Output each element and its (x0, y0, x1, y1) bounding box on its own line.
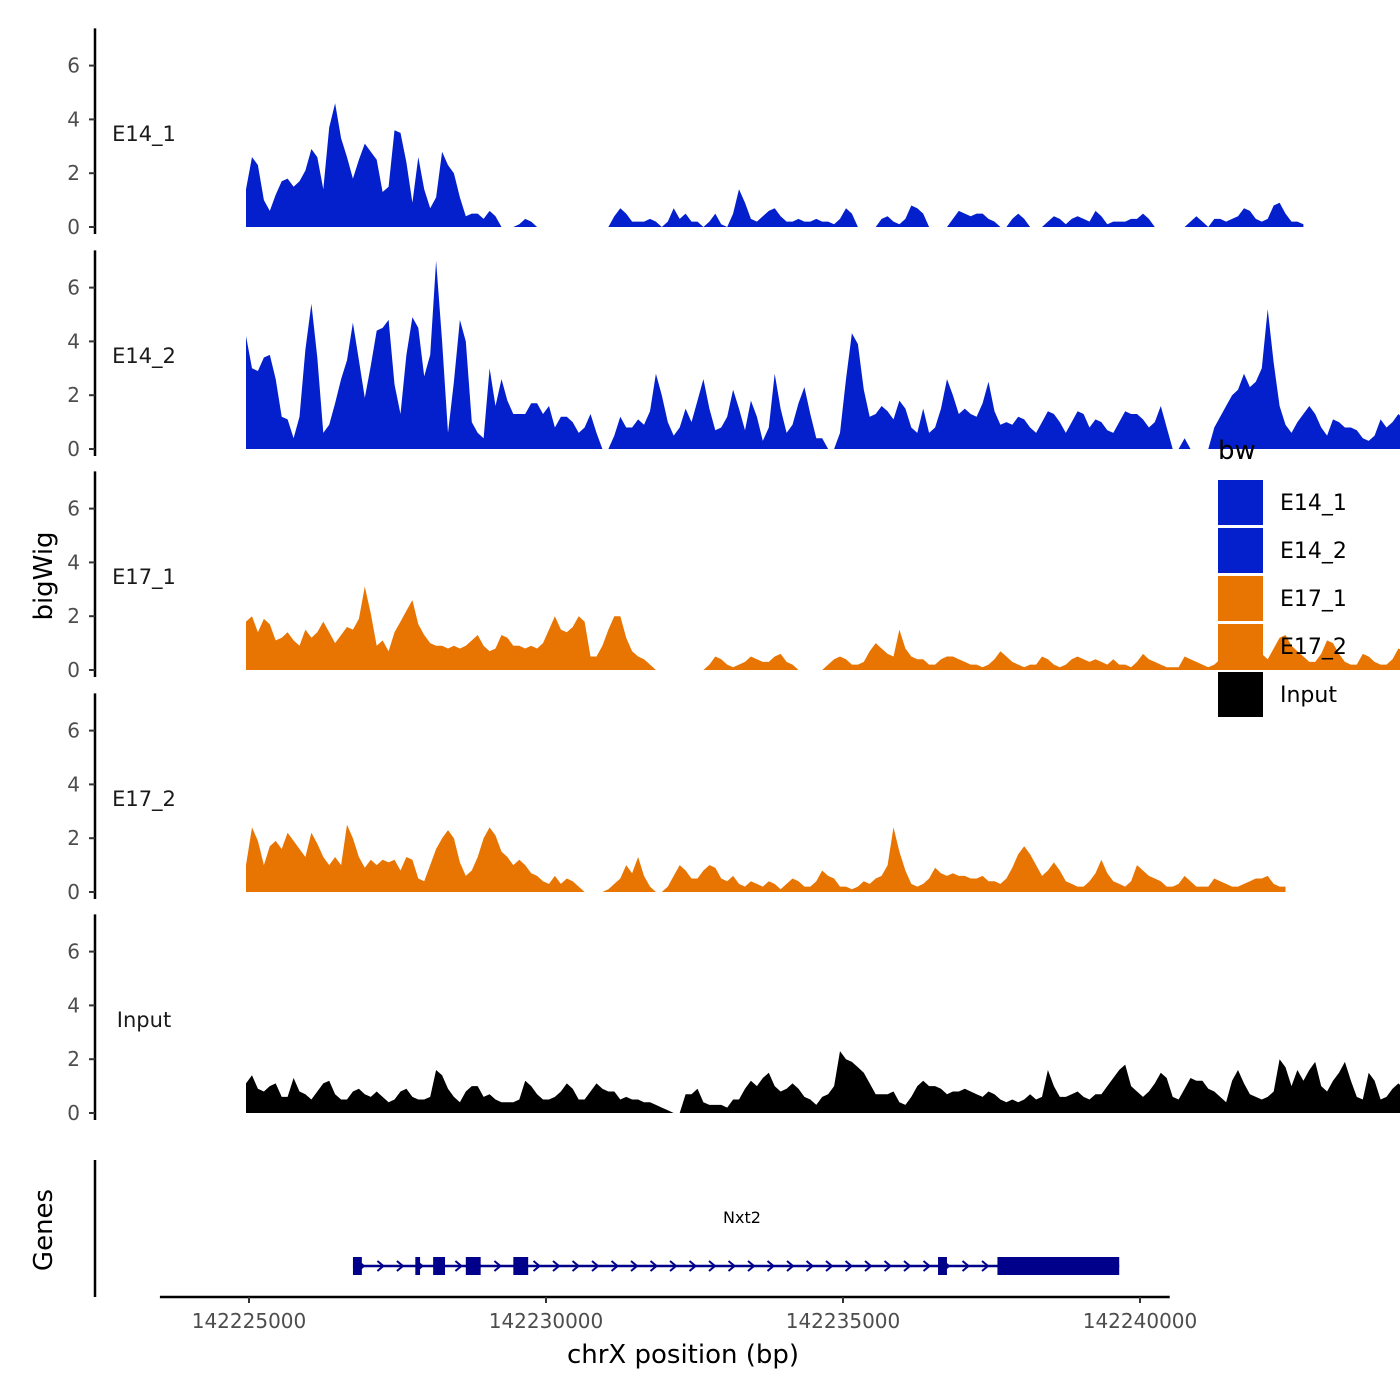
strand-arrow-icon (805, 1260, 815, 1272)
gene-exon (352, 1257, 362, 1275)
x-tick-label: 142240000 (1083, 1309, 1198, 1333)
strand-arrow-icon (922, 1260, 932, 1272)
genes-panel: Nxt2 (93, 1160, 1120, 1297)
legend-swatch-E17_1 (1218, 576, 1263, 621)
strand-arrow-icon (552, 1260, 561, 1272)
y-tick-label: 2 (67, 1047, 80, 1071)
track-Input: 0 2 4 6 Input (67, 914, 1400, 1125)
y-tick-label: 0 (67, 880, 80, 904)
legend-label: Input (1280, 683, 1337, 708)
coverage-area-E14_1 (246, 103, 1304, 227)
strand-arrow-icon (649, 1260, 659, 1272)
gene-exon (513, 1257, 529, 1275)
strand-arrow-icon (786, 1260, 795, 1272)
coverage-area-E17_1 (246, 586, 1400, 670)
x-tick-label: 142230000 (489, 1309, 604, 1333)
legend-swatch-E17_2 (1218, 624, 1263, 669)
gene-exon (465, 1257, 481, 1275)
genes-axis-title: Genes (29, 1189, 59, 1271)
strand-arrow-icon (571, 1260, 581, 1272)
gene-exon (433, 1257, 446, 1275)
coverage-area-Input (246, 1051, 1400, 1113)
y-tick-label: 2 (67, 604, 80, 628)
x-axis: 142225000 142230000 142235000 142240000 (159, 1295, 1198, 1333)
track-E14_2: 0 2 4 6 E14_2 (67, 250, 1400, 461)
gene-exon (415, 1257, 421, 1275)
x-axis-title: chrX position (bp) (567, 1340, 799, 1370)
legend-swatch-Input (1218, 672, 1263, 717)
strand-arrow-icon (688, 1260, 698, 1272)
strand-arrow-icon (961, 1260, 971, 1272)
legend-label: E14_2 (1280, 539, 1347, 564)
gene-name-label: Nxt2 (723, 1208, 761, 1227)
y-tick-label: 4 (67, 329, 80, 353)
track-E14_1: 0 2 4 6 E14_1 (67, 28, 1304, 239)
strand-arrow-icon (864, 1260, 873, 1272)
gene-exon (938, 1257, 947, 1275)
track-label: E14_1 (112, 122, 176, 147)
strand-arrow-icon (883, 1260, 893, 1272)
coverage-tracks: 0 2 4 6 E14_1 0 2 4 6 E14_2 0 2 4 6 E17_1 0 2 4 6 E17_2 0 2 4 6… (67, 28, 1400, 1125)
strand-arrow-icon (610, 1260, 620, 1272)
legend-swatch-E14_1 (1218, 480, 1263, 525)
y-tick-label: 4 (67, 772, 80, 796)
x-tick-label: 142225000 (192, 1309, 307, 1333)
legend-label: E14_1 (1280, 491, 1347, 516)
y-tick-label: 4 (67, 993, 80, 1017)
track-label: E17_2 (112, 787, 176, 812)
gene-exon (997, 1257, 1120, 1275)
legend-label: E17_2 (1280, 635, 1347, 660)
strand-arrow-icon (376, 1260, 385, 1272)
strand-arrow-icon (747, 1260, 756, 1272)
y-tick-label: 6 (67, 54, 80, 78)
legend-label: E17_1 (1280, 587, 1347, 612)
strand-arrow-icon (708, 1260, 717, 1272)
y-tick-label: 2 (67, 826, 80, 850)
y-tick-label: 0 (67, 215, 80, 239)
strand-arrow-icon (532, 1260, 542, 1272)
coverage-area-E14_2 (246, 260, 1400, 449)
track-E17_1: 0 2 4 6 E17_1 (67, 471, 1400, 682)
strand-arrow-icon (396, 1260, 405, 1272)
y-tick-label: 6 (67, 276, 80, 300)
strand-arrow-icon (591, 1260, 600, 1272)
y-tick-label: 2 (67, 383, 80, 407)
y-axis-title: bigWig (29, 531, 59, 620)
y-tick-label: 0 (67, 437, 80, 461)
y-tick-label: 6 (67, 497, 80, 521)
strand-arrow-icon (903, 1260, 912, 1272)
strand-arrow-icon (727, 1260, 737, 1272)
x-tick-label: 142235000 (786, 1309, 901, 1333)
y-tick-label: 2 (67, 161, 80, 185)
track-label: Input (117, 1008, 171, 1032)
y-tick-label: 0 (67, 658, 80, 682)
coverage-area-E17_2 (246, 824, 1286, 892)
strand-arrow-icon (493, 1260, 502, 1272)
strand-arrow-icon (981, 1260, 990, 1272)
y-tick-label: 6 (67, 940, 80, 964)
strand-arrow-icon (766, 1260, 776, 1272)
legend: bw E14_1 E14_2 E17_1 E17_2 Input (1218, 436, 1347, 717)
legend-swatch-E14_2 (1218, 528, 1263, 573)
track-label: E17_1 (112, 565, 176, 590)
y-tick-label: 0 (67, 1101, 80, 1125)
y-tick-label: 4 (67, 107, 80, 131)
y-tick-label: 4 (67, 550, 80, 574)
strand-arrow-icon (844, 1260, 854, 1272)
strand-arrow-icon (825, 1260, 834, 1272)
strand-arrow-icon (454, 1260, 463, 1272)
strand-arrow-icon (630, 1260, 639, 1272)
legend-title: bw (1218, 436, 1256, 466)
track-E17_2: 0 2 4 6 E17_2 (67, 693, 1286, 904)
y-tick-label: 6 (67, 719, 80, 743)
strand-arrow-icon (669, 1260, 678, 1272)
track-label: E14_2 (112, 344, 176, 369)
